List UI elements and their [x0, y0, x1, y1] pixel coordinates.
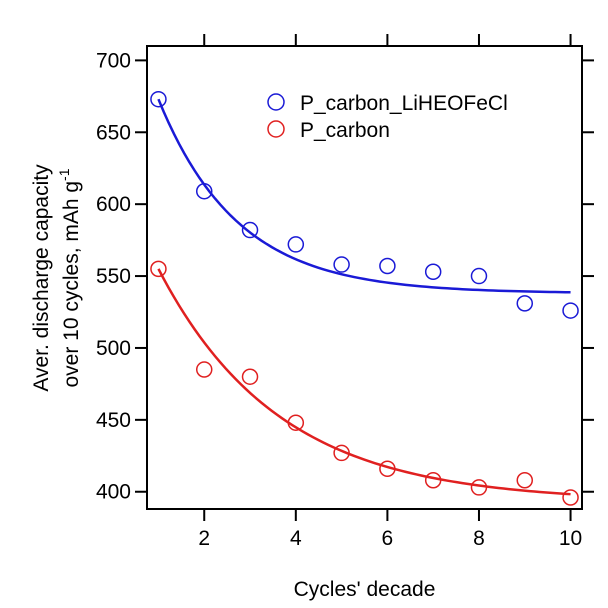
data-point-series-1 [241, 221, 259, 239]
fit-lines-layer [157, 98, 571, 496]
legend-marker-1 [267, 93, 285, 111]
y-axis-label-unit: over 10 cycles, mAh g [60, 181, 83, 388]
y-tick-label: 550 [96, 265, 131, 288]
plot-frame [146, 45, 583, 510]
y-axis-label-line1: Aver. discharge capacity [30, 164, 53, 392]
ticks-layer: 2 4 6 8 10 400 450 500 550 600 650 700 [96, 34, 594, 550]
data-point-series-1 [470, 267, 488, 285]
y-axis-label: Aver. discharge capacity over 10 cycles,… [30, 164, 83, 392]
x-axis-label: Cycles' decade [294, 578, 436, 601]
y-tick-label: 500 [96, 337, 131, 360]
data-point-series-1 [195, 182, 213, 200]
data-point-series-2 [470, 479, 488, 496]
data-point-series-2 [424, 471, 442, 489]
y-axis-label-line2: over 10 cycles, mAh g-1 [56, 168, 83, 387]
data-point-series-2 [562, 489, 579, 506]
legend-marker-2 [267, 120, 285, 138]
data-point-series-1 [287, 236, 305, 253]
data-point-series-2 [195, 361, 213, 378]
data-points-layer [150, 90, 579, 506]
x-tick-label: 6 [382, 527, 394, 550]
data-point-series-2 [516, 471, 534, 489]
y-tick-label: 650 [96, 121, 131, 144]
x-tick-label: 2 [198, 527, 210, 550]
legend-label-1: P_carbon_LiHEOFeCl [300, 92, 508, 115]
data-point-series-1 [150, 90, 167, 108]
x-tick-label: 4 [290, 527, 302, 550]
data-point-series-2 [379, 460, 396, 477]
x-tick-label: 10 [559, 527, 582, 550]
y-tick-label: 450 [96, 409, 131, 432]
x-tick-label: 8 [473, 527, 485, 550]
data-point-series-1 [379, 257, 396, 275]
data-point-series-1 [562, 302, 579, 319]
y-axis-label-superscript: -1 [56, 168, 72, 181]
y-tick-label: 600 [96, 193, 131, 216]
data-point-series-2 [287, 414, 305, 431]
y-tick-label: 400 [96, 481, 131, 504]
data-point-series-2 [241, 368, 259, 385]
legend-label-2: P_carbon [300, 119, 390, 142]
legend: P_carbon_LiHEOFeCl P_carbon [267, 92, 508, 142]
data-point-series-1 [516, 295, 534, 312]
fit-line-2 [157, 268, 571, 496]
data-point-series-2 [150, 260, 167, 278]
data-point-series-1 [333, 256, 350, 273]
y-tick-label: 700 [96, 49, 131, 72]
fit-line-1 [157, 98, 571, 294]
data-point-series-1 [424, 263, 442, 280]
data-point-series-2 [333, 444, 350, 462]
